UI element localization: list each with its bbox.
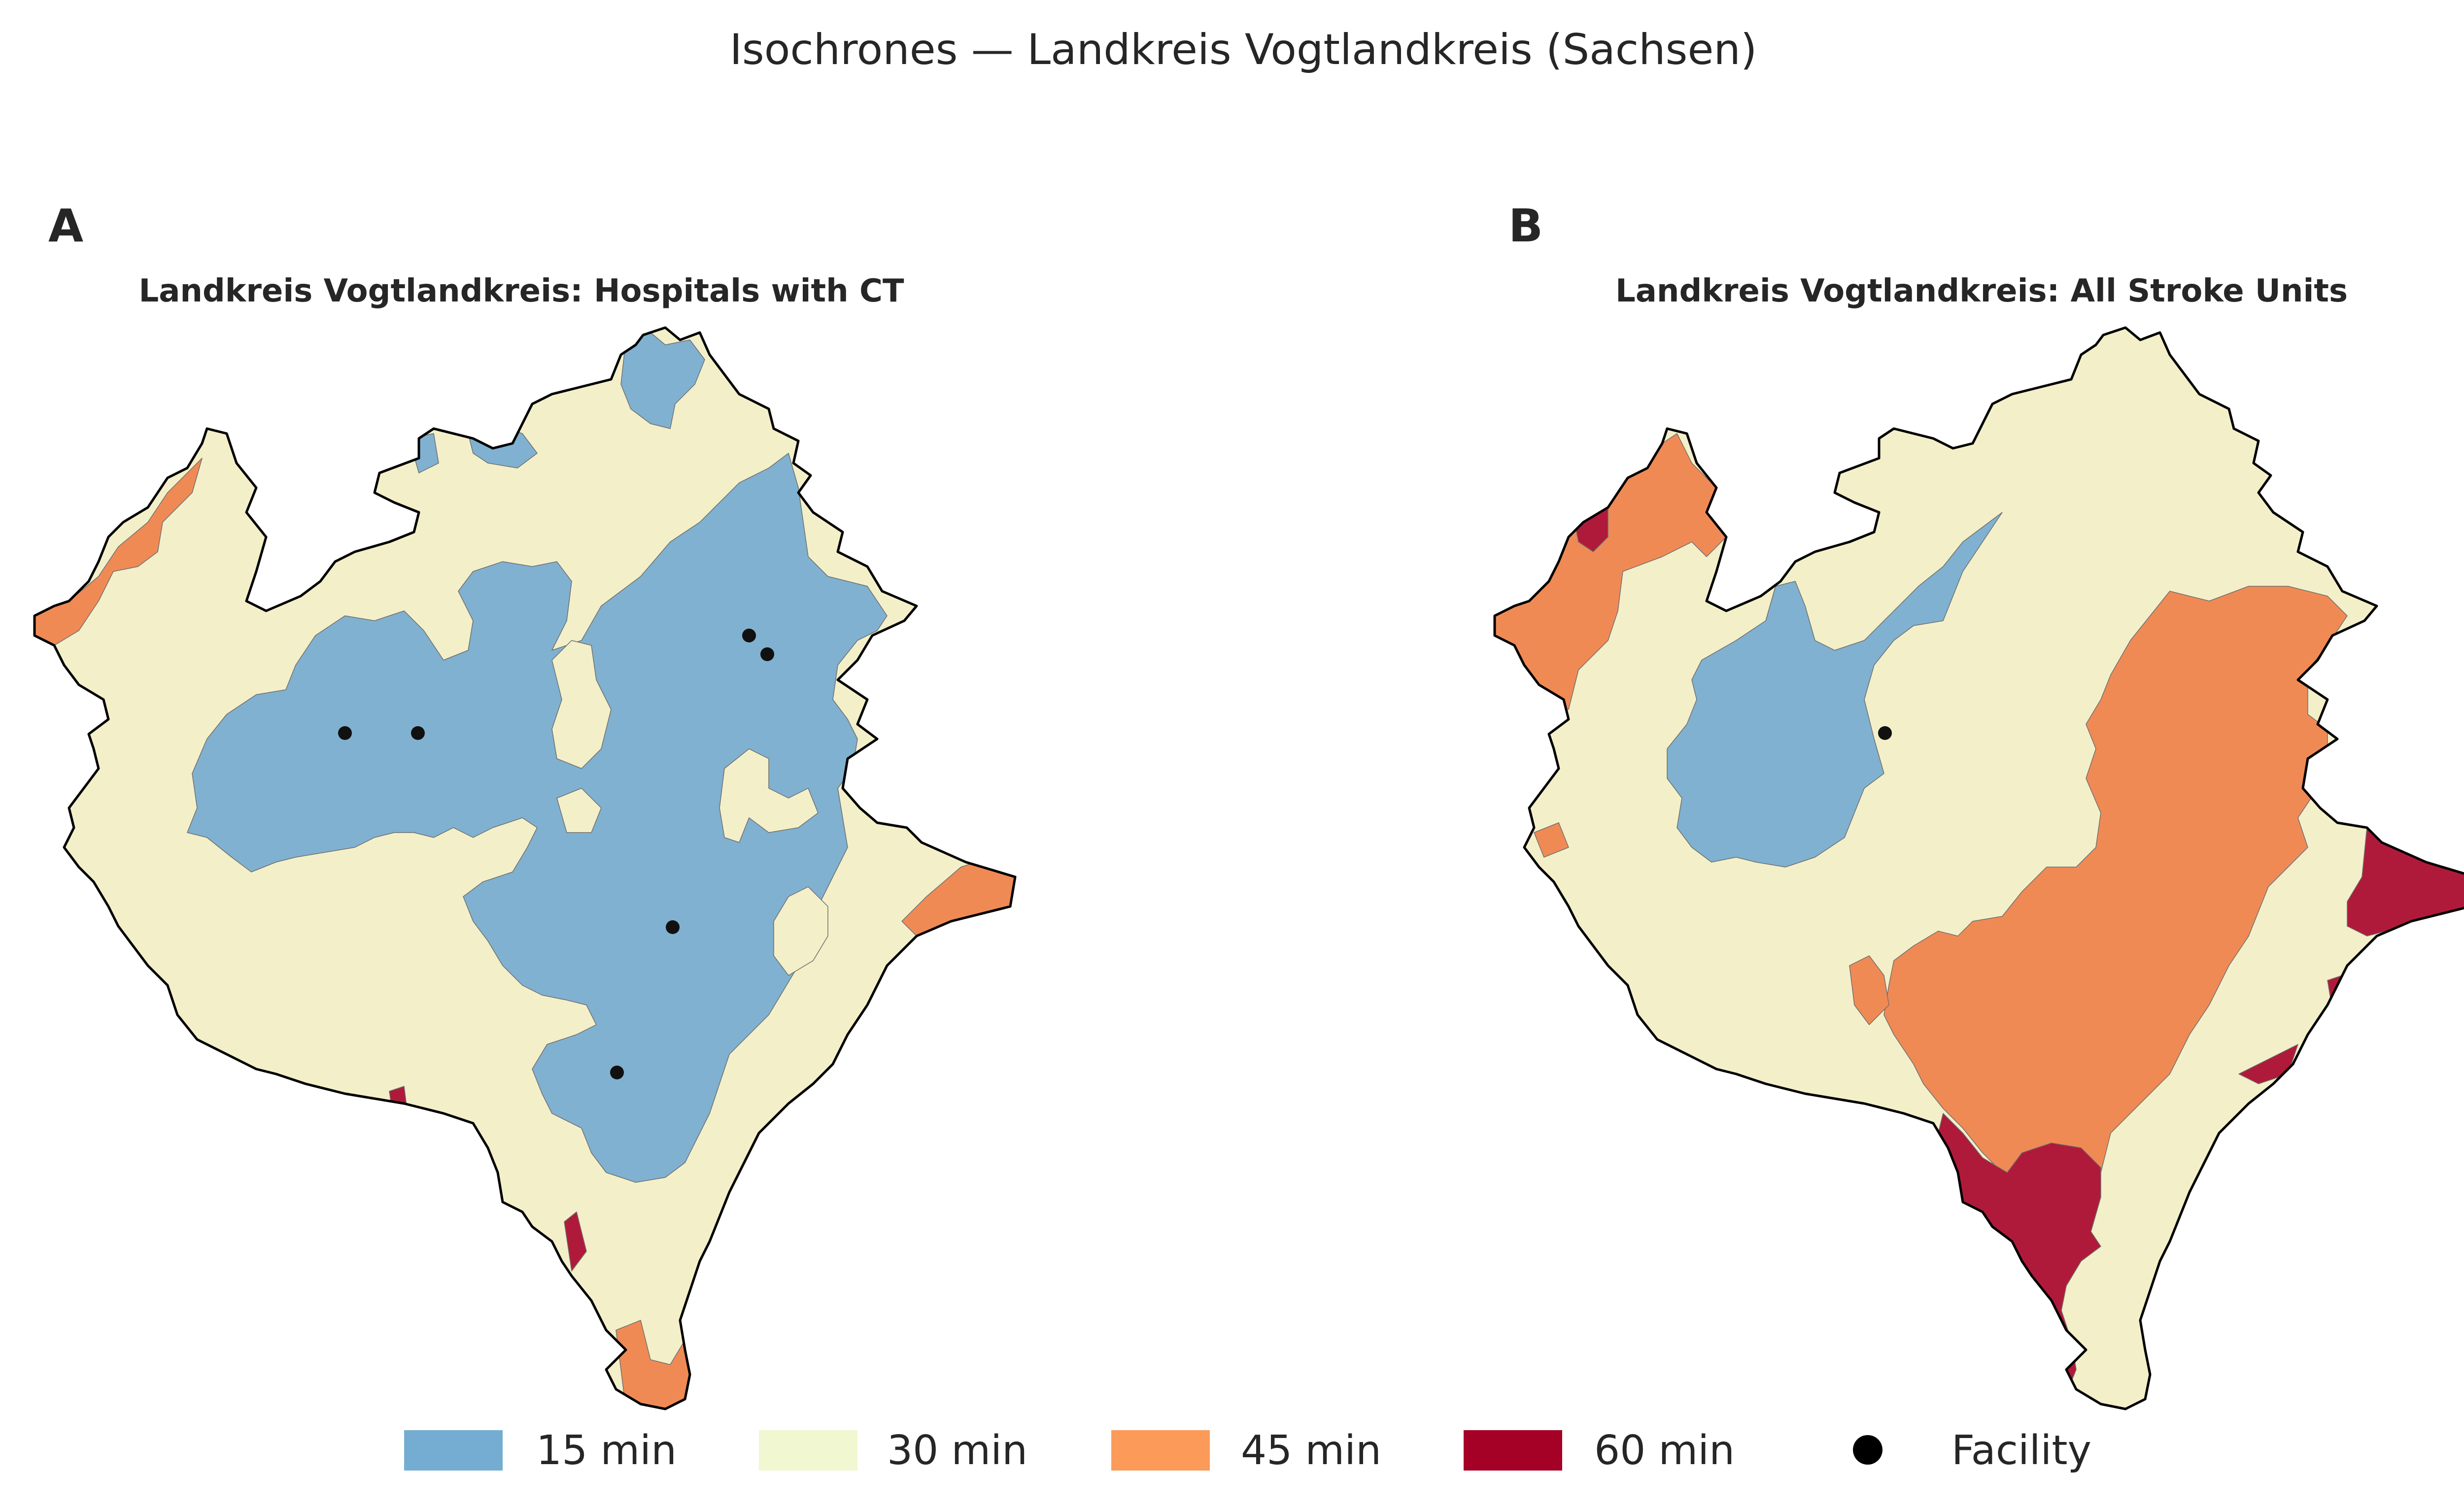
panel-a-zone-30min-hole-3 [773, 886, 828, 976]
facility-marker [411, 726, 425, 740]
panel-b-zone-45min-speck [1534, 822, 1569, 858]
panel-b-title: Landkreis Vogtlandkreis: All Stroke Unit… [1615, 273, 2348, 309]
panel-a-facilities [338, 629, 774, 1079]
panel-b-facilities [1878, 726, 1892, 740]
panel-a-zone-30min-hole-2 [719, 748, 819, 843]
panel-b-zone-45min-island [1849, 955, 1889, 1025]
panel-b-map [1495, 328, 2464, 1409]
facility-marker [338, 726, 352, 740]
facility-marker [760, 647, 774, 661]
panel-a-zone-15min-north [620, 332, 705, 429]
legend-item-facility: Facility [1853, 1427, 2091, 1474]
panel-b-zone-30min [1495, 328, 2464, 1409]
legend-swatch-15min [404, 1430, 503, 1471]
legend-swatch-30min [759, 1430, 857, 1471]
legend-item-60min: 60 min [1464, 1427, 1735, 1474]
legend: 15 min 30 min 45 min 60 min Facility [404, 1427, 2091, 1474]
figure-title: Isochrones — Landkreis Vogtlandkreis (Sa… [730, 25, 1757, 74]
legend-item-30min: 30 min [759, 1427, 1027, 1474]
legend-label-60min: 60 min [1594, 1427, 1735, 1474]
panel-a: A Landkreis Vogtlandkreis: Hospitals wit… [0, 200, 1084, 1429]
panel-b-letter: B [1508, 200, 1543, 252]
panel-b-zone-45min-tiny [1805, 438, 1835, 473]
legend-label-facility: Facility [1951, 1427, 2091, 1474]
panel-a-title: Landkreis Vogtlandkreis: Hospitals with … [138, 273, 904, 309]
legend-label-30min: 30 min [887, 1427, 1027, 1474]
facility-marker [742, 629, 756, 642]
legend-label-15min: 15 min [536, 1427, 677, 1474]
facility-marker [610, 1066, 624, 1079]
panel-a-zone-15min-main [187, 453, 888, 1183]
panel-a-map [34, 328, 1015, 1409]
panel-a-zone-30min-hole-4 [556, 788, 602, 833]
panel-a-zone-30min-hole-1 [551, 640, 612, 769]
panel-a-zone-60min-south [564, 1211, 587, 1272]
panel-b-zone-15min [1667, 512, 2003, 868]
legend-swatch-45min [1111, 1430, 1210, 1471]
facility-marker [666, 920, 680, 934]
legend-label-45min: 45 min [1241, 1427, 1381, 1474]
panel-b: B Landkreis Vogtlandkreis: All Stroke Un… [1460, 200, 2464, 1429]
legend-facility-marker [1853, 1435, 1882, 1465]
legend-swatch-60min [1464, 1430, 1562, 1471]
facility-marker [1878, 726, 1892, 740]
panel-a-letter: A [48, 200, 83, 252]
legend-item-45min: 45 min [1111, 1427, 1381, 1474]
legend-item-15min: 15 min [404, 1427, 677, 1474]
